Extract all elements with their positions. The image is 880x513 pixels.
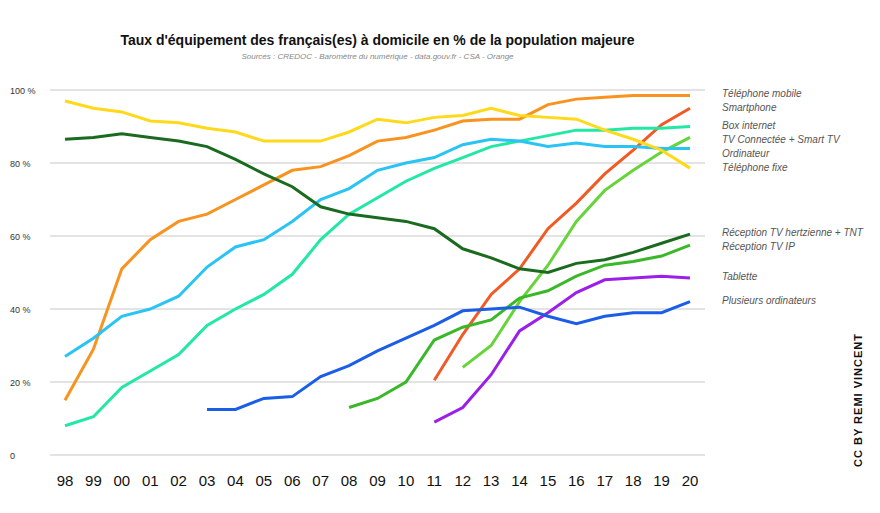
svg-text:13: 13 [483, 472, 500, 489]
svg-text:17: 17 [596, 472, 613, 489]
svg-text:09: 09 [369, 472, 386, 489]
html-text:Réception TV hertzienne + TNT: Réception TV hertzienne + TNT [722, 227, 863, 239]
html-text:Sources : CREDOC - Baromètre d: Sources : CREDOC - Baromètre du numériqu… [241, 52, 514, 61]
svg-text:15: 15 [540, 472, 557, 489]
svg-text:08: 08 [341, 472, 358, 489]
svg-text:10: 10 [398, 472, 415, 489]
svg-text:0: 0 [10, 451, 15, 461]
svg-text:19: 19 [653, 472, 670, 489]
svg-text:20: 20 [682, 472, 699, 489]
svg-text:80 %: 80 % [10, 159, 31, 169]
svg-text:00: 00 [113, 472, 130, 489]
html-text:Réception TV IP: Réception TV IP [722, 241, 795, 253]
html-text:Smartphone: Smartphone [722, 102, 777, 114]
svg-text:01: 01 [142, 472, 159, 489]
svg-text:20 %: 20 % [10, 378, 31, 388]
svg-text:18: 18 [625, 472, 642, 489]
html-text:Téléphone fixe: Téléphone fixe [722, 161, 788, 173]
svg-text:11: 11 [427, 472, 443, 489]
svg-text:05: 05 [256, 472, 273, 489]
svg-text:03: 03 [199, 472, 216, 489]
svg-text:100 %: 100 % [10, 86, 36, 96]
html-text:Ordinateur: Ordinateur [722, 147, 770, 159]
html-text:TV Connectée + Smart TV: TV Connectée + Smart TV [722, 133, 840, 145]
svg-text:12: 12 [454, 472, 471, 489]
svg-text:06: 06 [284, 472, 301, 489]
html-text:Plusieurs ordinateurs: Plusieurs ordinateurs [722, 294, 816, 306]
html-text:Tablette: Tablette [722, 271, 758, 282]
html-text:Téléphone mobile: Téléphone mobile [722, 88, 802, 100]
html-text:Taux d'équipement des français: Taux d'équipement des français(es) à dom… [120, 32, 635, 48]
svg-text:60 %: 60 % [10, 232, 31, 242]
svg-text:04: 04 [227, 472, 244, 489]
svg-text:40 %: 40 % [10, 305, 31, 315]
svg-text:07: 07 [312, 472, 329, 489]
svg-text:98: 98 [57, 472, 74, 489]
html-text:CC BY REMI VINCENT: CC BY REMI VINCENT [852, 333, 864, 467]
svg-text:14: 14 [511, 472, 528, 489]
html-text:Box internet: Box internet [722, 119, 776, 131]
svg-text:02: 02 [170, 472, 187, 489]
svg-text:16: 16 [568, 472, 585, 489]
svg-text:99: 99 [85, 472, 102, 489]
